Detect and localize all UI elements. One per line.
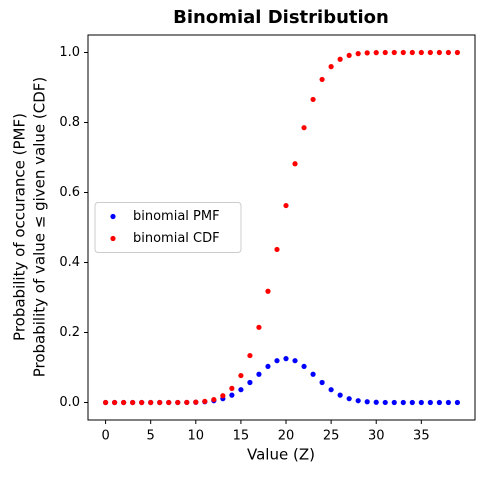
x-axis-label: Value (Z) [247, 446, 315, 464]
data-point [319, 76, 325, 83]
data-point [445, 399, 451, 406]
data-point [148, 399, 154, 406]
data-point [292, 358, 298, 364]
legend-marker [110, 235, 116, 242]
data-point [265, 363, 271, 370]
data-point [319, 379, 325, 386]
plot-frame [87, 34, 476, 421]
y-tick-label: 0.2 [59, 325, 80, 340]
data-point [382, 49, 388, 56]
data-point [238, 372, 244, 379]
data-point [211, 396, 217, 403]
data-point [346, 52, 352, 59]
legend-label: binomial PMF [133, 209, 220, 224]
data-point [391, 49, 397, 56]
data-point [274, 246, 280, 253]
data-point [445, 49, 451, 56]
data-point [391, 399, 397, 406]
data-point [102, 399, 109, 406]
x-tick-label: 35 [413, 429, 430, 444]
data-point [229, 385, 235, 391]
legend-box [94, 202, 242, 253]
data-point [454, 49, 461, 56]
data-point [121, 399, 127, 406]
x-tick-label: 20 [278, 429, 295, 444]
data-point [301, 125, 307, 131]
x-tick-label: 15 [233, 429, 250, 444]
data-point [157, 399, 163, 406]
data-point [400, 399, 406, 406]
data-point [436, 49, 442, 56]
data-point [409, 49, 415, 56]
data-point [337, 56, 343, 62]
data-point [274, 358, 280, 364]
data-point [346, 396, 352, 402]
data-point [283, 202, 289, 209]
data-point [364, 399, 370, 405]
x-tick-label: 25 [323, 429, 340, 444]
data-point [373, 50, 379, 56]
data-point [400, 49, 406, 56]
data-point [238, 387, 244, 393]
data-point [139, 399, 145, 406]
data-point [328, 64, 334, 70]
x-tick-label: 30 [368, 429, 385, 444]
x-tick-label: 0 [101, 429, 109, 444]
data-point [220, 393, 226, 399]
legend-label: binomial CDF [133, 231, 220, 246]
data-point [193, 399, 199, 405]
data-point [328, 387, 334, 393]
data-point [130, 399, 136, 406]
data-point [364, 50, 370, 56]
data-point [256, 371, 262, 377]
y-axis-label: Probability of occurance (PMF) [11, 113, 29, 341]
data-point [229, 392, 235, 398]
y-tick-label: 0.4 [59, 255, 80, 270]
data-point [337, 392, 343, 398]
data-point [283, 356, 289, 362]
data-point [175, 399, 181, 406]
y-tick-label: 0.0 [59, 395, 80, 410]
y-tick-label: 1.0 [59, 45, 80, 60]
y-tick-label: 0.8 [59, 115, 80, 130]
chart-title: Binomial Distribution [173, 7, 389, 28]
data-point [355, 398, 361, 404]
data-point [166, 399, 172, 406]
x-tick-label: 5 [147, 429, 155, 444]
data-point [418, 49, 424, 56]
data-point [202, 398, 208, 404]
data-point [427, 399, 433, 406]
data-point [409, 399, 415, 406]
data-point [247, 379, 253, 386]
data-point [454, 399, 461, 406]
y-axis-label: Probability of value ≤ given value (CDF) [31, 77, 49, 378]
data-point [310, 371, 316, 377]
data-point [418, 399, 424, 406]
data-point [382, 399, 388, 406]
data-point [292, 161, 298, 167]
data-point [247, 352, 253, 359]
x-tick-label: 10 [188, 429, 205, 444]
data-point [355, 51, 361, 57]
data-point [373, 399, 379, 405]
data-point [427, 49, 433, 56]
data-point [265, 288, 271, 294]
data-point [184, 399, 190, 405]
y-tick-label: 0.6 [59, 185, 80, 200]
data-point [436, 399, 442, 406]
data-point [301, 363, 307, 370]
data-point [256, 324, 262, 330]
data-point [310, 96, 316, 103]
legend-marker [110, 213, 116, 220]
data-point [112, 399, 118, 406]
